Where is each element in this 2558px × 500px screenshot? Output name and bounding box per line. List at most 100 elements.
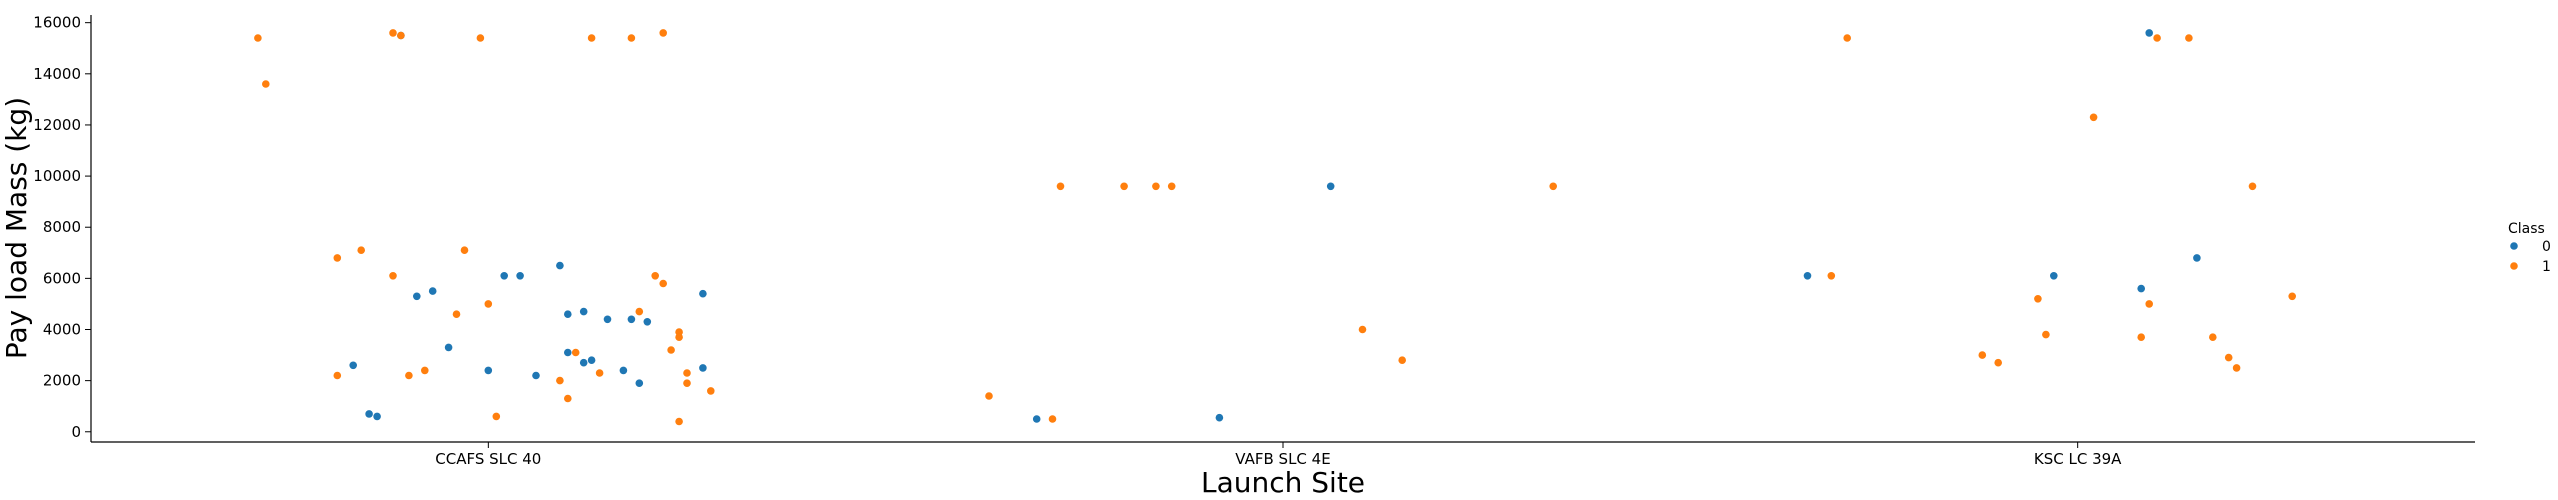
point-class-1 — [683, 379, 691, 388]
point-class-1 — [1398, 356, 1406, 365]
point-class-1 — [667, 346, 675, 354]
point-class-1 — [1167, 182, 1176, 191]
point-class-1 — [2145, 300, 2153, 308]
point-class-1 — [2137, 333, 2145, 342]
point-class-1 — [651, 272, 659, 280]
y-tick-label: 10000 — [33, 167, 81, 185]
point-class-1 — [683, 369, 691, 377]
y-tick-label: 6000 — [43, 269, 81, 287]
point-class-1 — [254, 34, 262, 42]
y-tick-label: 16000 — [33, 14, 81, 32]
point-class-1 — [675, 333, 683, 342]
legend-marker-1 — [2510, 262, 2518, 270]
x-tick-label: CCAFS SLC 40 — [435, 450, 541, 468]
point-class-1 — [333, 371, 342, 380]
legend: Class 0 1 — [2508, 221, 2551, 275]
point-class-1 — [476, 34, 485, 42]
point-class-0 — [699, 364, 707, 372]
point-class-1 — [1358, 325, 1367, 334]
y-tick-label: 12000 — [33, 116, 81, 134]
point-class-1 — [564, 394, 572, 403]
point-class-1 — [333, 254, 342, 262]
point-class-0 — [1803, 272, 1812, 280]
legend-label-1: 1 — [2542, 259, 2551, 275]
point-class-1 — [1549, 182, 1557, 191]
point-class-1 — [421, 366, 429, 375]
point-class-1 — [2248, 182, 2257, 191]
point-class-0 — [484, 366, 493, 375]
point-class-1 — [452, 310, 461, 319]
y-tick-label: 4000 — [43, 320, 81, 338]
plot-frame — [90, 15, 2475, 443]
point-class-1 — [556, 376, 564, 385]
point-class-0 — [1326, 182, 1335, 191]
point-class-0 — [564, 310, 572, 319]
point-class-1 — [659, 29, 667, 37]
point-class-1 — [1827, 272, 1836, 280]
point-class-0 — [444, 343, 453, 352]
point-class-0 — [627, 315, 636, 324]
point-class-0 — [643, 318, 652, 326]
x-tick-label: KSC LC 39A — [2034, 450, 2122, 468]
point-class-0 — [428, 287, 437, 295]
point-class-1 — [595, 369, 604, 377]
y-axis-title: Pay load Mass (kg) — [0, 97, 33, 359]
point-class-1 — [1978, 351, 1987, 359]
point-class-1 — [1994, 358, 2002, 367]
point-class-1 — [985, 392, 993, 400]
point-class-1 — [659, 279, 667, 288]
point-class-1 — [571, 348, 580, 357]
point-class-1 — [2232, 364, 2241, 372]
point-class-1 — [389, 272, 397, 280]
point-class-0 — [579, 358, 588, 367]
legend-label-0: 0 — [2542, 239, 2551, 255]
point-class-0 — [2050, 272, 2058, 280]
point-class-0 — [2193, 254, 2201, 262]
point-class-1 — [1843, 34, 1851, 42]
point-class-1 — [1120, 182, 1128, 191]
legend-title: Class — [2508, 221, 2545, 237]
point-class-0 — [579, 307, 588, 316]
point-class-0 — [699, 289, 707, 298]
point-class-0 — [349, 361, 358, 370]
point-class-1 — [627, 34, 636, 42]
point-class-0 — [532, 371, 540, 380]
point-class-1 — [1056, 182, 1065, 191]
point-class-0 — [413, 292, 421, 301]
point-class-0 — [603, 315, 612, 324]
point-class-1 — [405, 371, 413, 380]
point-class-0 — [516, 272, 524, 280]
y-tick-label: 2000 — [43, 372, 81, 390]
x-axis-title: Launch Site — [1201, 466, 1365, 499]
point-class-0 — [1032, 415, 1041, 423]
point-class-0 — [500, 272, 509, 280]
x-tick-label: VAFB SLC 4E — [1235, 450, 1330, 468]
point-class-0 — [635, 379, 644, 388]
point-class-1 — [397, 31, 405, 40]
point-class-1 — [2224, 353, 2233, 362]
point-class-0 — [2145, 29, 2153, 37]
point-class-0 — [373, 412, 381, 421]
point-class-1 — [2089, 113, 2098, 122]
point-class-1 — [2153, 34, 2161, 42]
point-class-0 — [365, 410, 373, 418]
point-class-1 — [357, 246, 366, 254]
point-class-1 — [2209, 333, 2217, 342]
point-class-1 — [707, 387, 715, 395]
y-tick-label: 0 — [71, 423, 81, 441]
point-class-1 — [2042, 330, 2050, 339]
y-axis-ticks: 0 2000 4000 6000 8000 10000 12000 14000 16000 — [33, 14, 91, 441]
point-class-1 — [2185, 34, 2193, 42]
point-class-1 — [1152, 182, 1160, 191]
point-class-1 — [460, 246, 469, 254]
point-class-1 — [492, 412, 501, 421]
point-class-0 — [619, 366, 628, 375]
y-tick-label: 14000 — [33, 65, 81, 83]
point-class-1 — [262, 80, 270, 88]
point-class-1 — [635, 307, 644, 316]
point-class-0 — [2137, 284, 2145, 293]
point-class-1 — [2034, 295, 2042, 303]
x-axis-ticks: CCAFS SLC 40 VAFB SLC 4E KSC LC 39A — [435, 442, 2122, 468]
point-class-0 — [587, 356, 596, 365]
